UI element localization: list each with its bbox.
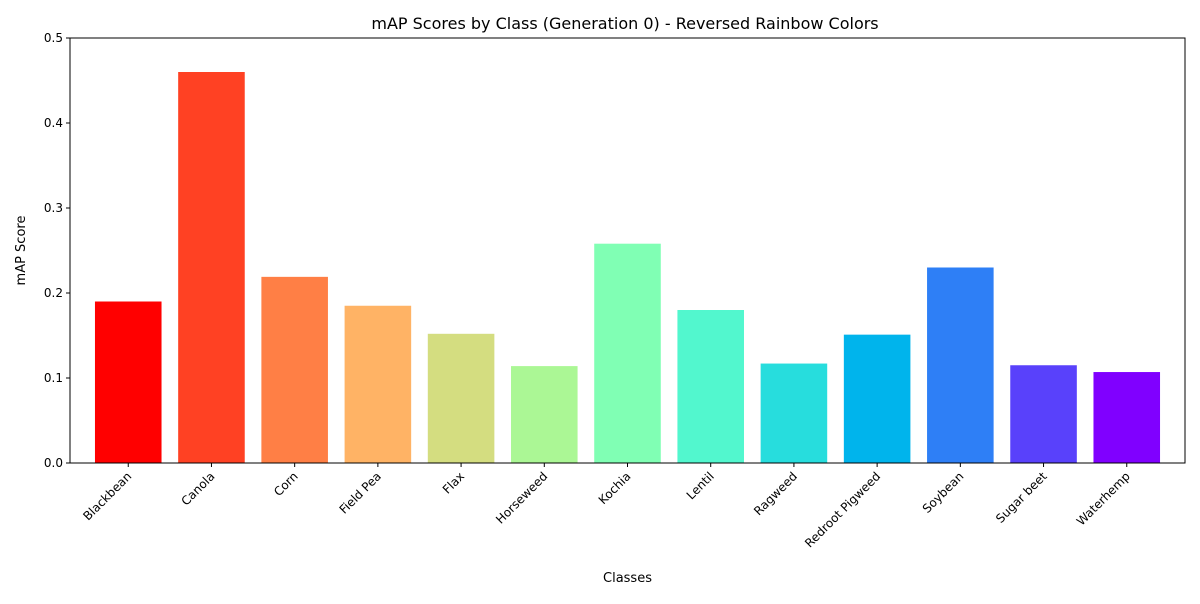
y-axis-label: mAP Score (14, 216, 29, 286)
x-tick-label: Ragweed (751, 469, 800, 518)
y-tick-label: 0.5 (44, 31, 63, 45)
x-tick-label: Flax (440, 469, 467, 496)
bars-group (94, 72, 1161, 463)
x-tick-label: Field Pea (337, 469, 384, 516)
x-tick-label: Lentil (684, 469, 717, 502)
bar-sugar-beet (1010, 365, 1077, 463)
bar-horseweed (511, 366, 578, 463)
y-tick-label: 0.0 (44, 456, 63, 470)
x-tick-label: Corn (271, 469, 301, 499)
bar-kochia (594, 243, 661, 463)
x-tick-label: Soybean (920, 469, 967, 516)
bar-blackbean (94, 301, 162, 463)
x-tick-label: Waterhemp (1074, 469, 1133, 528)
bar-redroot-pigweed (843, 334, 911, 463)
bar-lentil (677, 310, 744, 463)
y-tick-label: 0.2 (44, 286, 63, 300)
x-tick-label: Canola (178, 469, 217, 508)
x-tick-label: Sugar beet (993, 469, 1050, 526)
bar-corn (261, 276, 328, 463)
bar-flax (427, 333, 495, 463)
y-tick-label: 0.1 (44, 371, 63, 385)
y-tick-label: 0.3 (44, 201, 63, 215)
bar-soybean (927, 267, 994, 463)
x-tick-label: Redroot Pigweed (802, 469, 883, 550)
plot-frame (69, 37, 1186, 464)
x-tick-label: Horseweed (493, 469, 550, 526)
bar-canola (178, 72, 245, 463)
x-axis-label: Classes (603, 571, 652, 586)
bar-ragweed (760, 363, 828, 463)
x-axis: Blackbean Canola Corn Field Pea Flax Horsewee… (80, 463, 1133, 550)
bar-field-pea (344, 305, 412, 463)
y-axis: 0.0 0.1 0.2 0.3 0.4 0.5 (44, 31, 70, 470)
chart-title: mAP Scores by Class (Generation 0) - Rev… (371, 14, 878, 33)
y-tick-label: 0.4 (44, 116, 63, 130)
x-tick-label: Blackbean (80, 469, 134, 523)
x-tick-label: Kochia (596, 469, 634, 507)
bar-waterhemp (1093, 372, 1161, 463)
